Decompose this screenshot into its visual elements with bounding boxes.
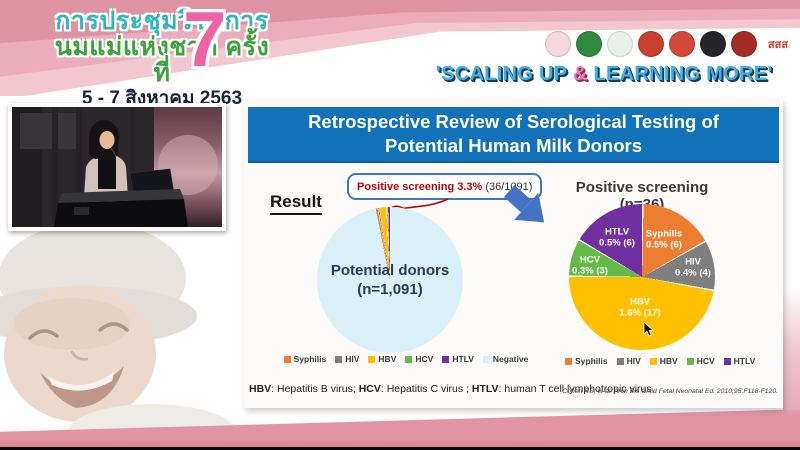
- slogan-part2: LEARNING MORE': [587, 63, 773, 85]
- slogan-part1: 'SCALING UP: [436, 63, 573, 85]
- legend-marker: [283, 355, 291, 363]
- thai-health-sss-logo: สสส: [762, 33, 794, 55]
- partner-logos-row: สสส: [545, 30, 794, 58]
- legend-item: Negative: [482, 354, 528, 364]
- presentation-slide: Retrospective Review of Serological Test…: [244, 100, 783, 408]
- slice-label-htlv: HTLV 0.5% (6): [599, 226, 635, 249]
- legend-marker: [686, 357, 694, 365]
- royal-college-crest-logo: [731, 31, 757, 57]
- legend-item: HTLV: [723, 356, 755, 366]
- potential-donors-pie-chart: Potential donors (n=1,091): [317, 207, 463, 353]
- slice-label-hcv: HCV 0.3% (3): [572, 254, 608, 277]
- legend-marker: [442, 355, 450, 363]
- pie-center-label-line2: (n=1,091): [357, 281, 423, 298]
- legend-item: HTLV: [442, 354, 474, 364]
- legend-marker: [649, 357, 657, 365]
- legend-item: HBV: [649, 356, 678, 366]
- legend-marker: [723, 357, 731, 365]
- legend-item: HCV: [405, 354, 433, 364]
- positive-screening-pie-chart: Syphilis 0.5% (6) HIV 0.4% (4) HBV 1.6% (17…: [569, 204, 715, 350]
- slide-title: Retrospective Review of Serological Test…: [248, 107, 779, 163]
- abbreviation-footnote: HBV: Hepatitis B virus; HCV: Hepatitis C…: [249, 383, 652, 395]
- legend-marker: [405, 355, 413, 363]
- conference-banner: การประชุมวิชาการ นมแม่แห่งชาติ ครั้งที่ …: [0, 0, 800, 108]
- slogan-ampersand: &: [572, 63, 588, 85]
- ministry-public-health-logo: [576, 31, 602, 57]
- conference-title-line1: การประชุมวิชาการ: [55, 7, 269, 35]
- right-pie-legend: Syphilis HIV HBV HCV HTLV: [565, 356, 755, 366]
- letterbox-line: [0, 447, 800, 450]
- legend-marker: [565, 357, 572, 365]
- legend-marker: [335, 355, 343, 363]
- legend-marker: [368, 355, 376, 363]
- presenter-scene: [12, 107, 222, 227]
- slice-label-syphilis: Syphilis 0.5% (6): [645, 228, 683, 251]
- blue-arrow-icon: [503, 184, 545, 223]
- royal-crest-logo: [669, 31, 695, 57]
- baby-background-photo: [0, 226, 236, 438]
- callout-highlight: Positive screening 3.3%: [357, 180, 483, 193]
- university-seal-logo: [700, 31, 726, 57]
- edition-number: 7: [183, 0, 227, 83]
- result-heading: Result: [270, 192, 322, 215]
- legend-item: Syphilis: [283, 354, 326, 364]
- legend-item: HBV: [368, 354, 396, 364]
- conference-title-block: การประชุมวิชาการ นมแม่แห่งชาติ ครั้งที่ …: [52, 8, 272, 109]
- presenter-video: [8, 103, 226, 231]
- legend-item: HCV: [686, 356, 715, 366]
- pie-center-label: Potential donors (n=1,091): [331, 261, 449, 300]
- slide-title-line2: Potential Human Milk Donors: [385, 135, 642, 156]
- legend-marker: [616, 357, 624, 365]
- callout-detail: (36/1091): [485, 180, 533, 193]
- legend-item: HIV: [616, 356, 641, 366]
- conference-slogan: 'SCALING UP & LEARNING MORE': [436, 63, 796, 86]
- left-pie-legend: Syphilis HIV HBV HCV HTLV Negative: [278, 354, 534, 364]
- positive-screening-callout: Positive screening 3.3% (36/1091): [347, 173, 543, 200]
- legend-item: Syphilis: [565, 356, 608, 366]
- slide-title-line1: Retrospective Review of Serological Test…: [308, 110, 719, 132]
- slice-label-hbv: HBV 1.6% (17): [619, 296, 661, 319]
- university-crest-logo: [638, 31, 664, 57]
- department-of-health-logo: [607, 31, 633, 57]
- reference-citation: Cohen RS, et al. Arch Dis Child Fetal Ne…: [562, 388, 778, 395]
- legend-item: HIV: [335, 354, 359, 364]
- background-right-strip: [783, 95, 800, 425]
- slice-label-hiv: HIV 0.4% (4): [675, 256, 711, 279]
- conference-title-line2: นมแม่แห่งชาติ ครั้งที่: [54, 33, 270, 87]
- mouse-cursor-icon: [643, 322, 654, 337]
- breastfeeding-foundation-logo: [545, 31, 571, 57]
- legend-marker: [482, 355, 490, 363]
- pie-center-label-line1: Potential donors: [330, 261, 450, 279]
